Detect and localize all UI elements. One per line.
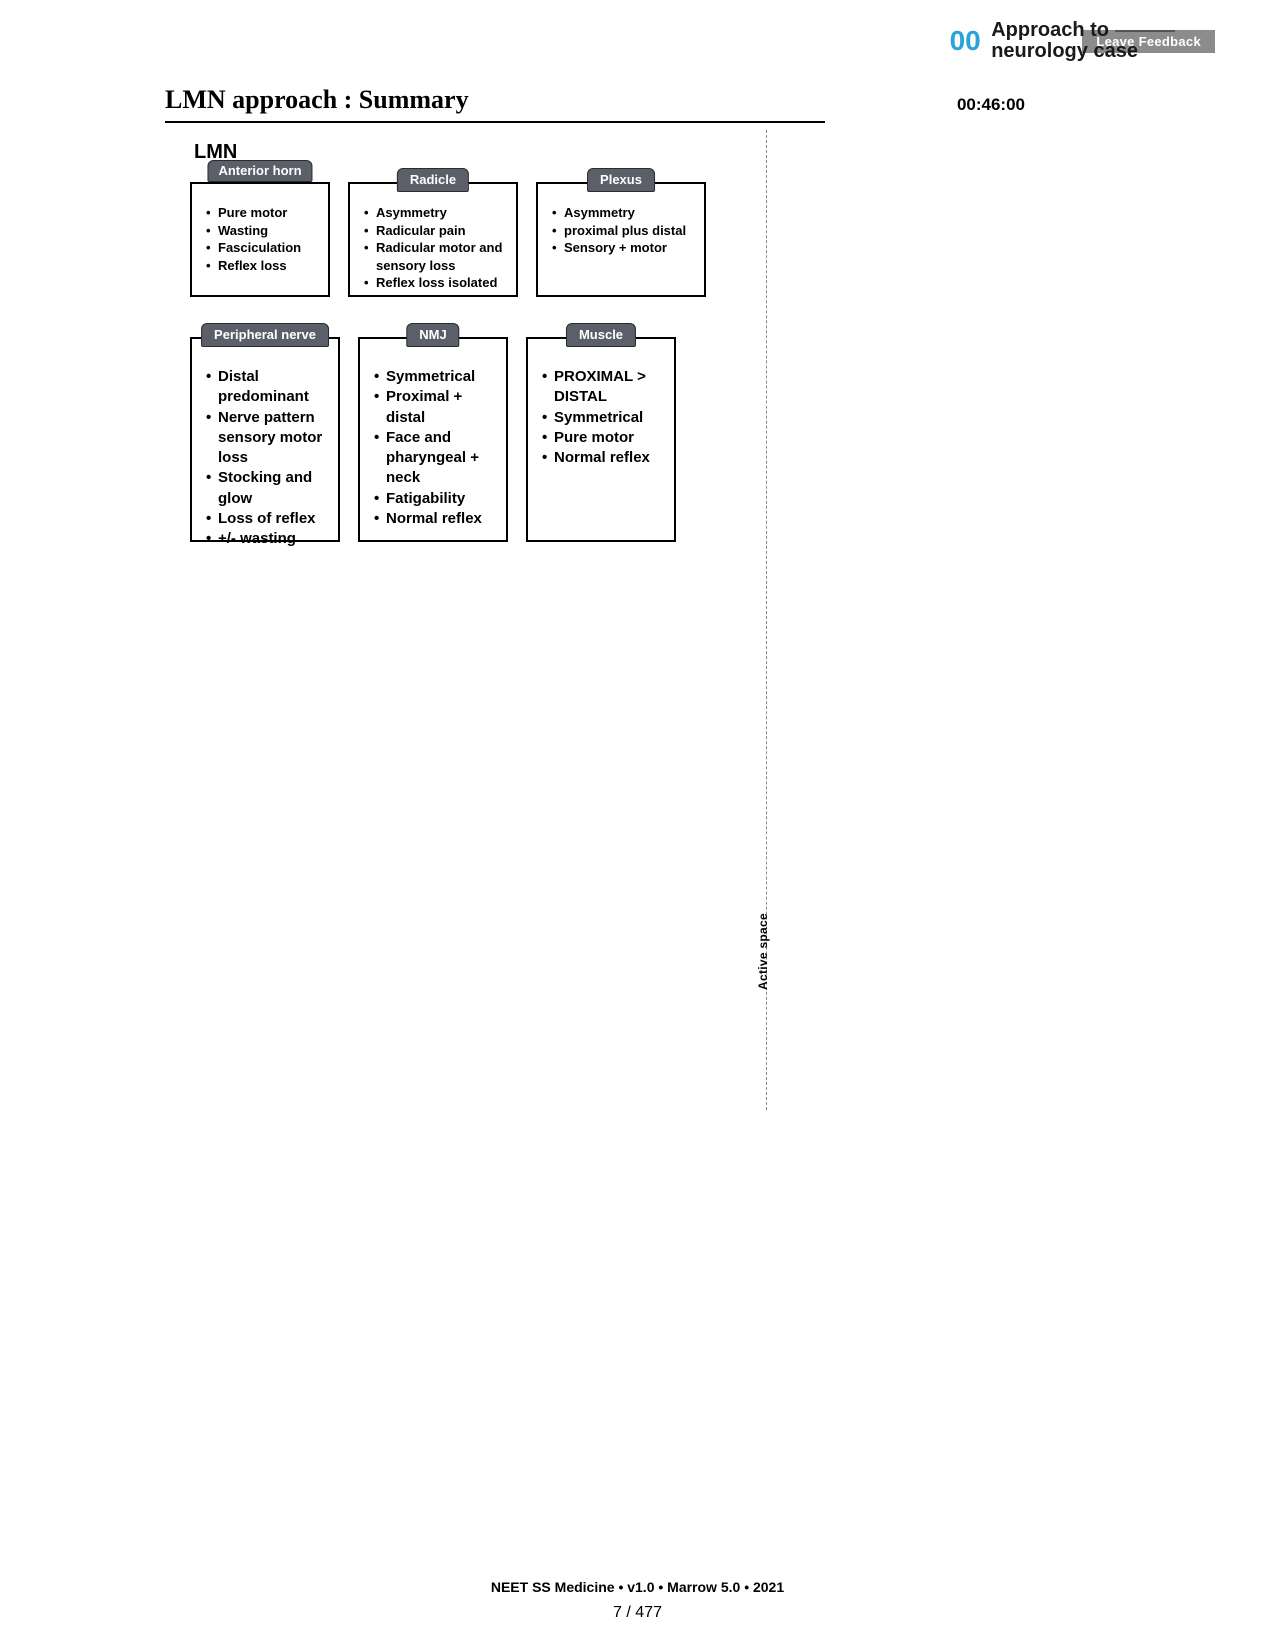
chapter-rule <box>1115 30 1175 32</box>
chapter-number: 00 <box>950 25 981 57</box>
list-item: Fatigability <box>374 489 496 509</box>
content-area: LMN Anterior horn Pure motor Wasting Fas… <box>190 135 750 582</box>
card-anterior-horn: Anterior horn Pure motor Wasting Fascicu… <box>190 182 330 297</box>
page-title: LMN approach : Summary <box>165 85 469 114</box>
chapter-title-line2: neurology case <box>991 40 1138 62</box>
page: Leave Feedback 00 Approach to neurology … <box>0 0 1275 1650</box>
card-tab: Peripheral nerve <box>201 323 329 347</box>
timestamp: 00:46:00 <box>957 95 1025 115</box>
card-row-1: Anterior horn Pure motor Wasting Fascicu… <box>190 182 750 297</box>
list-item: Symmetrical <box>542 408 664 428</box>
card-list: Symmetrical Proximal + distal Face and p… <box>374 367 496 529</box>
card-tab: Plexus <box>587 168 655 192</box>
list-item: Radicular motor and sensory loss <box>364 239 506 274</box>
card-list: PROXIMAL > DISTAL Symmetrical Pure motor… <box>542 367 664 468</box>
list-item: Reflex loss <box>206 257 318 275</box>
list-item: Face and pharyngeal + neck <box>374 428 496 489</box>
card-muscle: Muscle PROXIMAL > DISTAL Symmetrical Pur… <box>526 337 676 542</box>
list-item: Proximal + distal <box>374 387 496 428</box>
list-item: Radicular pain <box>364 222 506 240</box>
card-tab: NMJ <box>406 323 459 347</box>
list-item: Asymmetry <box>552 204 694 222</box>
list-item: Symmetrical <box>374 367 496 387</box>
chapter-header: 00 Approach to neurology case <box>950 20 1175 62</box>
card-list: Pure motor Wasting Fasciculation Reflex … <box>206 204 318 274</box>
card-list: Asymmetry Radicular pain Radicular motor… <box>364 204 506 292</box>
chapter-title: Approach to neurology case <box>991 20 1175 62</box>
card-tab: Muscle <box>566 323 636 347</box>
list-item: Reflex loss isolated <box>364 274 506 292</box>
chapter-title-line1: Approach to <box>991 19 1109 41</box>
list-item: Pure motor <box>542 428 664 448</box>
list-item: Sensory + motor <box>552 239 694 257</box>
list-item: +/- wasting <box>206 529 328 549</box>
card-tab: Anterior horn <box>207 160 312 182</box>
list-item: proximal plus distal <box>552 222 694 240</box>
page-counter: 7 / 477 <box>0 1604 1275 1622</box>
list-item: Distal predominant <box>206 367 328 408</box>
list-item: Pure motor <box>206 204 318 222</box>
heading-row: LMN approach : Summary 00:46:00 <box>165 85 825 123</box>
list-item: Normal reflex <box>542 448 664 468</box>
list-item: Stocking and glow <box>206 468 328 509</box>
list-item: Normal reflex <box>374 509 496 529</box>
card-peripheral-nerve: Peripheral nerve Distal predominant Nerv… <box>190 337 340 542</box>
list-item: Asymmetry <box>364 204 506 222</box>
list-item: PROXIMAL > DISTAL <box>542 367 664 408</box>
card-row-2: Peripheral nerve Distal predominant Nerv… <box>190 337 750 542</box>
list-item: Wasting <box>206 222 318 240</box>
card-list: Distal predominant Nerve pattern sensory… <box>206 367 328 549</box>
list-item: Nerve pattern sensory motor loss <box>206 408 328 469</box>
active-space-label: Active space <box>756 913 770 990</box>
card-nmj: NMJ Symmetrical Proximal + distal Face a… <box>358 337 508 542</box>
card-tab: Radicle <box>397 168 469 192</box>
card-list: Asymmetry proximal plus distal Sensory +… <box>552 204 694 257</box>
list-item: Loss of reflex <box>206 509 328 529</box>
card-radicle: Radicle Asymmetry Radicular pain Radicul… <box>348 182 518 297</box>
card-plexus: Plexus Asymmetry proximal plus distal Se… <box>536 182 706 297</box>
list-item: Fasciculation <box>206 239 318 257</box>
footer-text: NEET SS Medicine • v1.0 • Marrow 5.0 • 2… <box>0 1579 1275 1595</box>
